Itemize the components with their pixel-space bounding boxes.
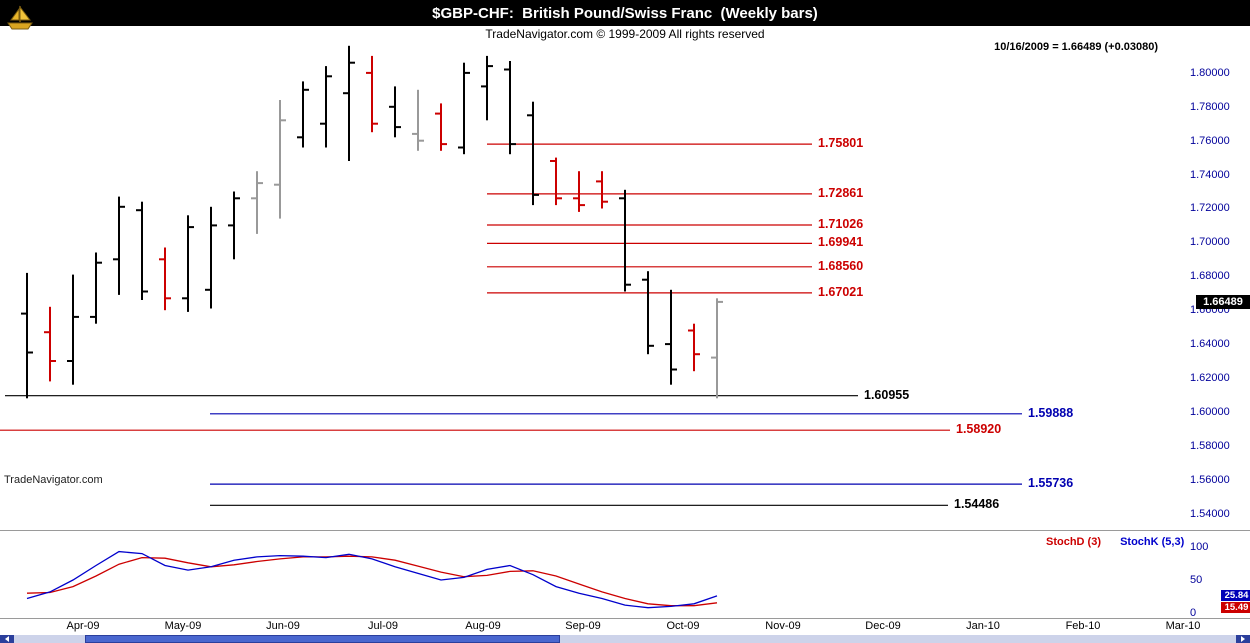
right-arrow-icon[interactable] [1236,635,1250,643]
stochastic-panel[interactable] [0,532,1185,618]
ohlc-bar[interactable] [573,171,585,212]
ohlc-bar[interactable] [527,101,539,206]
ohlc-bar[interactable] [21,272,33,399]
ohlc-bar[interactable] [205,206,217,309]
ohlc-bar[interactable] [44,306,56,382]
stoch-axis-label: 50 [1190,574,1203,586]
price-axis: 1.80000 1.78000 1.76000 1.74000 1.72000 1.700… [1187,40,1250,530]
time-axis-label: Sep-09 [565,620,601,632]
price-axis-label: 1.74000 [1190,168,1230,181]
time-axis-label: Aug-09 [465,620,501,632]
chart-title: $GBP-CHF: British Pound/Swiss Franc (Wee… [432,4,818,22]
price-chart-canvas[interactable] [0,40,1185,530]
ohlc-bar[interactable] [159,247,171,311]
price-axis-label: 1.72000 [1190,202,1230,215]
ohlc-bar[interactable] [458,62,470,155]
ohlc-bar[interactable] [182,215,194,312]
ohlc-bar[interactable] [642,271,654,355]
ohlc-bar[interactable] [297,81,309,148]
ohlc-bar[interactable] [366,55,378,133]
time-axis-label: Dec-09 [865,620,901,632]
time-axis-label: May-09 [164,620,202,632]
horizontal-scrollbar[interactable] [0,635,1250,643]
ohlc-bar[interactable] [412,89,424,151]
price-axis-label: 1.68000 [1190,270,1230,283]
ohlc-bar[interactable] [113,196,125,295]
panel-separator [0,530,1250,531]
stochd-legend-label[interactable]: StochD (3) [1046,536,1101,548]
stochastic-axis: 100 50 0 [1187,532,1250,619]
stochk-legend-label[interactable]: StochK (5,3) [1120,536,1185,548]
time-axis: Apr-09 May-09 Jun-09 Jul-09 Aug-09 Sep-09 Oct-… [0,620,1250,635]
ohlc-bar[interactable] [389,86,401,138]
stochd-value-badge: 15.49 [1221,602,1250,613]
ohlc-bar[interactable] [274,100,286,219]
time-axis-label: Jul-09 [368,620,398,632]
ohlc-bar[interactable] [343,45,355,161]
time-axis-label: Mar-10 [1165,620,1201,632]
price-axis-label: 1.70000 [1190,236,1230,249]
price-axis-label: 1.58000 [1190,439,1230,452]
time-axis-label: Jan-10 [966,620,1000,632]
price-axis-label: 1.64000 [1190,338,1230,351]
ohlc-bar[interactable] [320,66,332,148]
price-axis-label: 1.76000 [1190,134,1230,147]
tradenavigator-logo-icon[interactable] [5,3,35,33]
ohlc-bar[interactable] [481,55,493,121]
copyright-text: TradeNavigator.com © 1999-2009 All right… [485,27,765,41]
time-axis-label: Feb-10 [1065,620,1101,632]
stoch-axis-label: 0 [1190,607,1197,619]
ohlc-bar[interactable] [251,171,263,234]
ohlc-bar[interactable] [688,323,700,372]
left-arrow-icon[interactable] [0,635,14,643]
axis-separator [0,618,1250,619]
ohlc-bar[interactable] [596,171,608,209]
ohlc-bar[interactable] [550,157,562,206]
time-axis-label: Apr-09 [66,620,100,632]
ohlc-bar[interactable] [228,191,240,260]
price-chart-svg [0,45,1022,506]
stochastic-svg [26,550,718,609]
stochastic-legend: StochD (3) StochK (5,3) [1046,536,1184,548]
price-axis-label: 1.80000 [1190,66,1230,79]
stoch-d-line [26,555,718,607]
ohlc-bar[interactable] [665,289,677,385]
ohlc-bar[interactable] [504,61,516,155]
last-quote-info: 10/16/2009 = 1.66489 (+0.03080) [994,41,1158,53]
stoch-k-line [26,550,718,609]
last-price-badge: 1.66489 [1196,294,1250,309]
time-axis-label: Jun-09 [266,620,300,632]
title-bar: $GBP-CHF: British Pound/Swiss Franc (Wee… [0,0,1250,26]
price-axis-label: 1.54000 [1190,507,1230,520]
chart-watermark: TradeNavigator.com [4,474,103,486]
ohlc-bar[interactable] [136,201,148,300]
price-axis-label: 1.56000 [1190,473,1230,486]
stoch-axis-label: 100 [1190,541,1209,553]
price-axis-label: 1.78000 [1190,100,1230,113]
price-axis-label: 1.60000 [1190,405,1230,418]
price-axis-label: 1.62000 [1190,371,1230,384]
ohlc-bar[interactable] [711,298,723,399]
time-axis-label: Nov-09 [765,620,801,632]
ohlc-bar[interactable] [435,103,447,151]
scrollbar-thumb[interactable] [85,635,560,643]
time-axis-label: Oct-09 [666,620,700,632]
ohlc-bar[interactable] [90,252,102,324]
stochk-value-badge: 25.84 [1221,590,1250,601]
ohlc-bar[interactable] [67,274,79,385]
ohlc-bar[interactable] [619,189,631,292]
